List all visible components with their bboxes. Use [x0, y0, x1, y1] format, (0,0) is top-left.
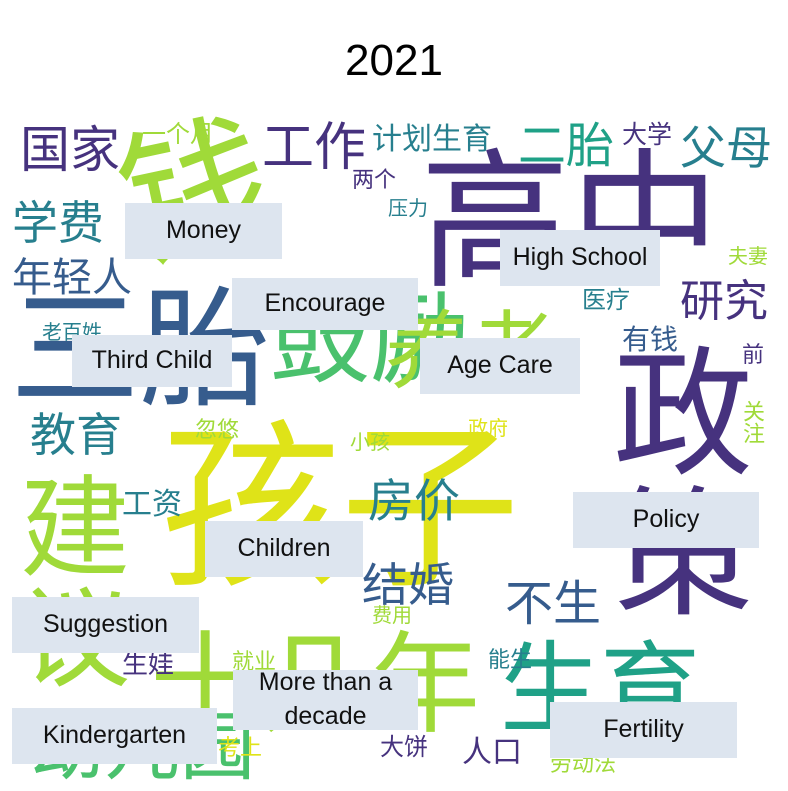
word-cloud-term: 计划生育 [372, 122, 492, 157]
word-cloud-term: 工资 [122, 487, 182, 522]
label-fertility: Fertility [550, 702, 737, 758]
word-cloud-term: 能生 [488, 648, 533, 673]
word-cloud-term: 结婚 [362, 558, 454, 612]
word-cloud-term: 大饼 [380, 733, 428, 761]
word-cloud-term: 就业 [232, 650, 277, 675]
word-cloud-term: 年轻人 [12, 255, 132, 301]
word-cloud-term: 医疗 [582, 286, 630, 314]
word-cloud-term: 两个 [352, 168, 397, 193]
label-suggestion: Suggestion [12, 597, 199, 653]
label-high-school: High School [500, 230, 660, 286]
word-cloud-term: 前 [742, 343, 765, 368]
figure-title: 2021 [345, 36, 443, 85]
word-cloud-term: 政府 [468, 416, 508, 440]
label-more-than-a-decade: More than a decade [233, 668, 418, 730]
word-cloud-term: 国家 [20, 121, 120, 179]
word-cloud-term: 劳动法 [550, 752, 617, 777]
label-third-child: Third Child [72, 335, 232, 387]
word-cloud-term: 建议 [1, 470, 129, 690]
word-cloud-term: 生娃 [122, 650, 175, 680]
word-cloud-term: 忽悠 [195, 418, 240, 443]
word-cloud-term: 人口 [462, 735, 522, 770]
label-age-care: Age Care [420, 338, 580, 394]
label-children: Children [205, 521, 363, 577]
word-cloud-term: 学费 [12, 196, 104, 250]
label-encourage: Encourage [232, 278, 418, 330]
word-cloud-term: 教育 [30, 408, 122, 462]
word-cloud-term: 工作 [262, 118, 367, 178]
word-cloud-term: 政策 [589, 340, 752, 620]
word-cloud-term: 二胎 [518, 118, 615, 174]
word-cloud-term: 不生 [505, 576, 602, 632]
word-cloud-term: 研究 [680, 276, 768, 327]
word-cloud-term: 大学 [622, 120, 673, 149]
label-policy: Policy [573, 492, 759, 548]
word-cloud-term: 压力 [388, 196, 428, 220]
word-cloud-term: 费用 [372, 603, 412, 627]
word-cloud-term: 父母 [680, 121, 772, 175]
word-cloud-term: 小孩 [350, 430, 390, 454]
word-cloud-term: 关注 [739, 400, 764, 444]
word-cloud-term: 考上 [218, 736, 263, 761]
label-money: Money [125, 203, 282, 259]
word-cloud-term: 房价 [368, 474, 460, 528]
word-cloud-term: 夫妻 [728, 244, 768, 268]
word-cloud-term: 有钱 [622, 323, 679, 356]
word-cloud-term: 一个月 [142, 120, 214, 148]
label-kindergarten: Kindergarten [12, 708, 217, 764]
